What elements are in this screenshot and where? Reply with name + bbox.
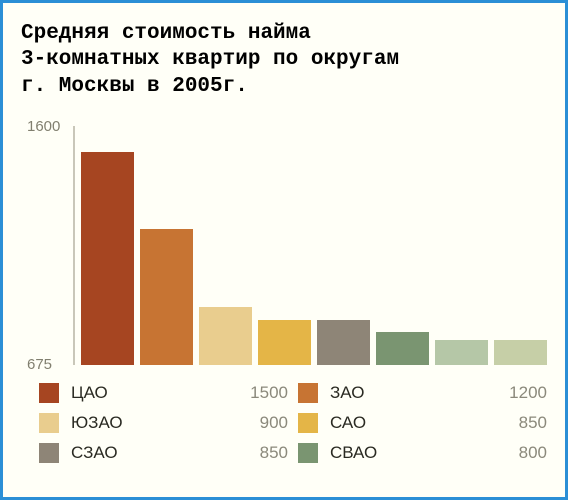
bar-0 <box>81 152 134 365</box>
legend-label-4: СЗАО <box>71 443 218 463</box>
legend-value-5: 800 <box>487 443 547 463</box>
title-line-2: 3-комнатных квартир по округам <box>21 47 547 73</box>
legend-label-0: ЦАО <box>71 383 218 403</box>
legend-value-4: 850 <box>228 443 288 463</box>
legend: ЦАО 1500 ЗАО 1200 ЮЗАО 900 САО 850 СЗАО 850 СВАО 80… <box>21 383 547 463</box>
bar-6 <box>435 340 488 365</box>
legend-value-0: 1500 <box>228 383 288 403</box>
legend-value-2: 900 <box>228 413 288 433</box>
bar-chart: 1600 675 <box>21 118 547 373</box>
y-tick-min: 675 <box>27 356 52 373</box>
legend-label-5: СВАО <box>330 443 477 463</box>
legend-value-3: 850 <box>487 413 547 433</box>
legend-label-3: САО <box>330 413 477 433</box>
legend-label-2: ЮЗАО <box>71 413 218 433</box>
bar-4 <box>317 320 370 365</box>
legend-swatch-0 <box>39 383 59 403</box>
title-line-3: г. Москвы в 2005г. <box>21 74 547 100</box>
bar-5 <box>376 332 429 364</box>
bar-7 <box>494 340 547 365</box>
legend-swatch-5 <box>298 443 318 463</box>
bar-2 <box>199 307 252 365</box>
plot-area <box>73 126 547 365</box>
legend-swatch-4 <box>39 443 59 463</box>
bar-1 <box>140 229 193 365</box>
title-line-1: Средняя стоимость найма <box>21 21 547 47</box>
y-tick-max: 1600 <box>27 118 60 135</box>
legend-swatch-3 <box>298 413 318 433</box>
bar-3 <box>258 320 311 365</box>
legend-label-1: ЗАО <box>330 383 477 403</box>
legend-swatch-1 <box>298 383 318 403</box>
legend-swatch-2 <box>39 413 59 433</box>
legend-value-1: 1200 <box>487 383 547 403</box>
chart-title: Средняя стоимость найма 3-комнатных квар… <box>21 21 547 100</box>
